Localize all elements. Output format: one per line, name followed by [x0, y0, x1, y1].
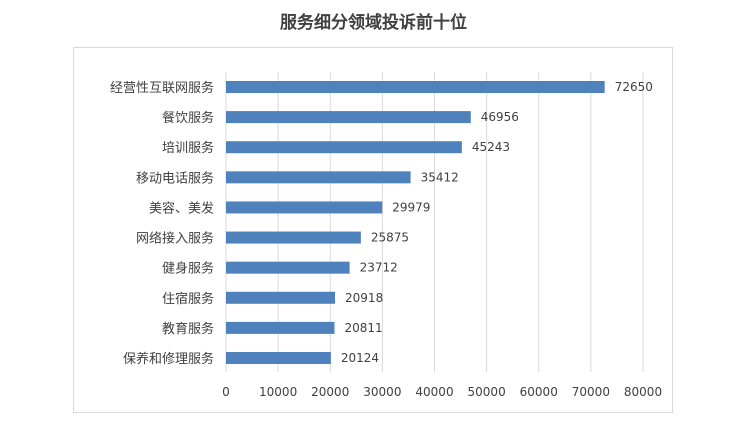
category-label: 保养和修理服务 — [123, 351, 214, 367]
x-tick-label: 0 — [222, 385, 230, 399]
value-label: 20811 — [344, 321, 382, 335]
value-label: 23712 — [360, 261, 398, 275]
category-label: 移动电话服务 — [136, 170, 214, 186]
x-tick-label: 70000 — [572, 385, 610, 399]
category-label: 网络接入服务 — [136, 231, 214, 247]
category-label: 经营性互联网服务 — [110, 80, 214, 96]
bar — [226, 261, 350, 274]
category-label: 住宿服务 — [162, 291, 214, 307]
bar — [226, 171, 411, 184]
category-label: 教育服务 — [162, 321, 214, 337]
x-tick-label: 20000 — [311, 385, 349, 399]
x-tick-label: 30000 — [363, 385, 401, 399]
bar — [226, 352, 331, 364]
value-label: 35412 — [421, 170, 459, 184]
value-label: 72650 — [615, 80, 653, 94]
category-label: 餐饮服务 — [162, 110, 214, 126]
x-tick-label: 10000 — [259, 385, 297, 399]
category-label: 美容、美发 — [149, 200, 214, 216]
bar — [226, 81, 605, 93]
x-tick-label: 80000 — [624, 385, 662, 399]
bar — [226, 201, 383, 214]
x-tick-label: 50000 — [468, 385, 506, 399]
value-label: 29979 — [392, 200, 430, 214]
value-label: 45243 — [472, 140, 510, 154]
category-label: 健身服务 — [162, 261, 214, 277]
value-label: 20918 — [345, 291, 383, 305]
bar — [226, 141, 462, 154]
chart-frame — [73, 47, 673, 413]
category-label: 培训服务 — [162, 140, 214, 156]
x-tick-label: 60000 — [520, 385, 558, 399]
bar — [226, 321, 335, 334]
bar — [226, 291, 336, 304]
chart-title: 服务细分领域投诉前十位 — [280, 13, 467, 33]
x-tick-label: 40000 — [415, 385, 453, 399]
value-label: 20124 — [341, 351, 379, 365]
value-label: 25875 — [371, 231, 409, 245]
bar — [226, 111, 471, 124]
bar — [226, 231, 361, 244]
value-label: 46956 — [481, 110, 519, 124]
